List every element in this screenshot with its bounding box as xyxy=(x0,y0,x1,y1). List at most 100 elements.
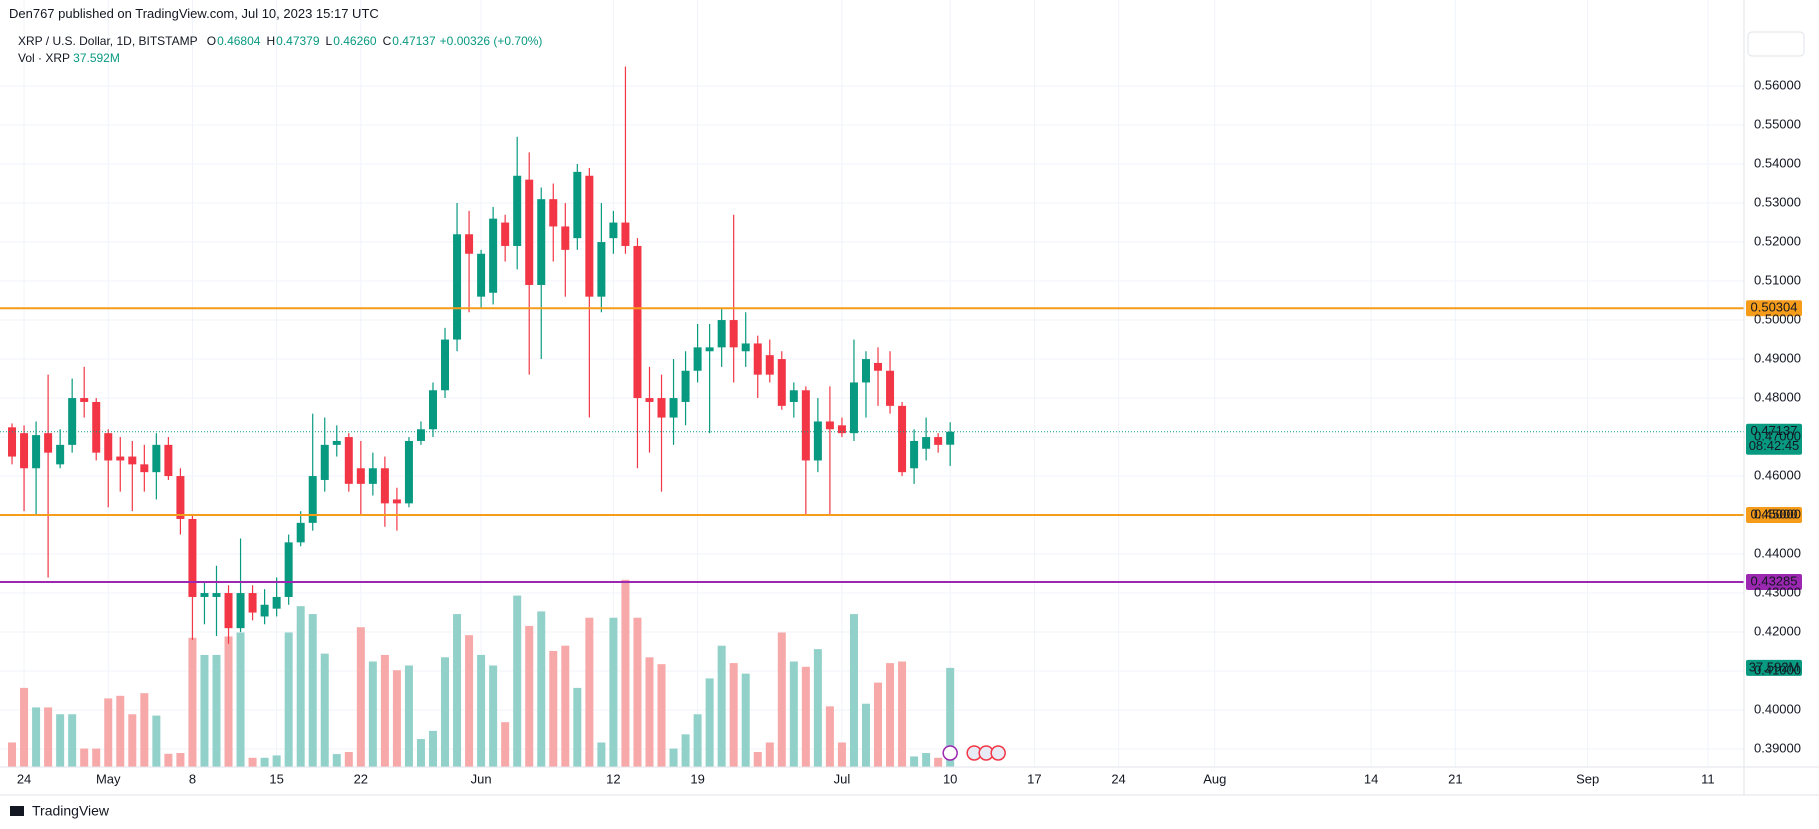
ohlc-value: 0.47137 xyxy=(392,34,436,48)
candle-body xyxy=(934,437,943,445)
volume-bar xyxy=(753,751,762,767)
candle-body xyxy=(597,242,606,297)
volume-label-box xyxy=(1746,659,1802,676)
y-tick-label: 0.51000 xyxy=(1754,272,1801,287)
candle-body xyxy=(946,431,955,445)
candle-body xyxy=(669,398,678,418)
y-tick-label: 0.46000 xyxy=(1754,467,1801,482)
candle-body xyxy=(128,456,137,465)
candle-body xyxy=(874,362,883,371)
ohlc-value: 0.47379 xyxy=(276,34,320,48)
candle-body xyxy=(92,401,101,453)
candle-body xyxy=(224,593,233,629)
volume-bar xyxy=(813,649,822,767)
candle-body xyxy=(152,444,161,473)
candle-body xyxy=(212,593,221,597)
volume-bar xyxy=(284,632,293,767)
ohlc-value: 0.46260 xyxy=(333,34,377,48)
candle-body xyxy=(296,522,305,543)
y-tick-label: 0.43000 xyxy=(1754,584,1801,599)
level-label-box xyxy=(1746,300,1802,317)
candle-body xyxy=(356,468,365,484)
candle-body xyxy=(837,425,846,434)
candle-body xyxy=(80,398,89,402)
volume-bar xyxy=(513,595,522,767)
y-tick-label: 0.55000 xyxy=(1754,116,1801,131)
volume-bar xyxy=(8,742,17,767)
candle-body xyxy=(801,390,810,461)
candle-body xyxy=(104,433,113,461)
volume-bar xyxy=(368,661,377,767)
candle-body xyxy=(308,476,317,523)
volume-bar xyxy=(44,707,53,767)
candle-body xyxy=(477,253,486,297)
volume-bar xyxy=(68,714,77,767)
volume-bar xyxy=(549,650,558,767)
candle-body xyxy=(236,593,245,629)
candle-body xyxy=(777,359,786,406)
x-tick-label: Aug xyxy=(1203,771,1226,786)
volume-bar xyxy=(236,632,245,767)
candle-body xyxy=(392,499,401,504)
price-label: 0.47137 xyxy=(1751,423,1798,438)
candle-body xyxy=(140,464,149,473)
candle-body xyxy=(561,226,570,250)
candle-body xyxy=(8,427,17,457)
change: +0.00326 (+0.70%) xyxy=(439,34,543,48)
volume-bar xyxy=(765,742,774,767)
volume-bar xyxy=(861,703,870,767)
volume-bar xyxy=(32,707,41,767)
snapshot-button[interactable] xyxy=(1747,31,1805,57)
volume-bar xyxy=(501,722,510,767)
volume-bar xyxy=(416,739,425,767)
volume-bar xyxy=(886,663,895,767)
candle-body xyxy=(537,199,546,285)
volume-bar xyxy=(128,714,137,767)
level-label: 0.43285 xyxy=(1751,573,1798,588)
volume-bar xyxy=(80,748,89,767)
y-tick-label: 0.48000 xyxy=(1754,389,1801,404)
volume-bar xyxy=(188,637,197,767)
volume-bar xyxy=(200,654,209,767)
level-label: 0.45000 xyxy=(1751,506,1798,521)
x-tick-label: 22 xyxy=(354,771,368,786)
candle-body xyxy=(260,604,269,617)
volume-legend-value: 37.592M xyxy=(73,51,120,65)
candle-body xyxy=(813,421,822,461)
candle-body xyxy=(428,390,437,430)
candle-body xyxy=(573,171,582,239)
candle-body xyxy=(609,222,618,239)
candle-body xyxy=(693,347,702,371)
candle-body xyxy=(681,370,690,402)
candle-body xyxy=(753,343,762,375)
candle-body xyxy=(188,518,197,597)
volume-bar xyxy=(104,698,113,767)
y-tick-label: 0.49000 xyxy=(1754,350,1801,365)
footer: TradingView xyxy=(32,803,110,819)
volume-bar xyxy=(164,753,173,767)
candle-body xyxy=(441,339,450,391)
y-tick-label: 0.47000 xyxy=(1754,428,1801,443)
candle-body xyxy=(549,199,558,227)
volume-bar xyxy=(272,755,281,767)
volume-bar xyxy=(777,632,786,767)
candle-body xyxy=(272,596,281,609)
y-tick-label: 0.39000 xyxy=(1754,740,1801,755)
volume-bar xyxy=(669,748,678,767)
volume-bar xyxy=(717,645,726,767)
candle-body xyxy=(789,390,798,402)
volume-bar xyxy=(837,742,846,767)
volume-bar xyxy=(705,678,714,767)
volume-bar xyxy=(729,663,738,767)
ohlc-label: C xyxy=(382,34,392,48)
candle-body xyxy=(68,398,77,445)
volume-bar xyxy=(56,714,65,767)
legend: XRP / U.S. Dollar, 1D, BITSTAMP O0.46804… xyxy=(18,34,542,48)
symbol-title: XRP / U.S. Dollar, 1D, BITSTAMP xyxy=(18,34,198,48)
published: Den767 published on TradingView.com, Jul… xyxy=(9,6,379,21)
x-tick-label: 15 xyxy=(269,771,283,786)
volume-bar xyxy=(537,611,546,767)
volume-bar xyxy=(248,757,257,767)
y-tick-label: 0.56000 xyxy=(1754,77,1801,92)
